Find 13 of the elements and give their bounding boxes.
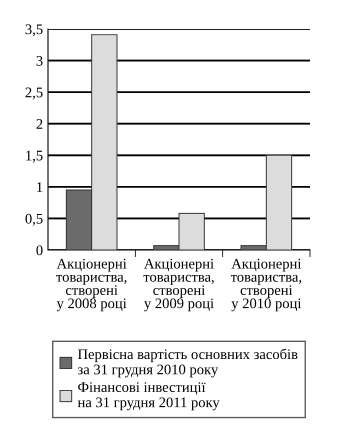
x-tick-label: Акціонерні товариства, створені у 2008 році <box>56 258 126 312</box>
y-tick-label: 3,5 <box>26 24 43 36</box>
y-tick-label: 1 <box>37 182 42 192</box>
y-tick-label: 1,5 <box>26 150 43 163</box>
legend-label: Первісна вартість основних засобів за 31 грудня 2010 року <box>78 348 298 378</box>
x-tick-label: Акціонерні товариства, створені у 2009 році <box>144 258 214 312</box>
y-tick-label: 2 <box>36 119 42 129</box>
legend-label: Фінансові інвестиції на 31 грудня 2011 року <box>78 382 220 410</box>
x-tick-label: Акціонерні товариства, створені у 2010 році <box>230 258 302 312</box>
y-tick-label: 3 <box>36 56 43 66</box>
y-tick-label: 0,5 <box>25 214 43 226</box>
y-tick-label: 2,5 <box>26 88 43 100</box>
y-tick-label: 0 <box>36 245 43 256</box>
